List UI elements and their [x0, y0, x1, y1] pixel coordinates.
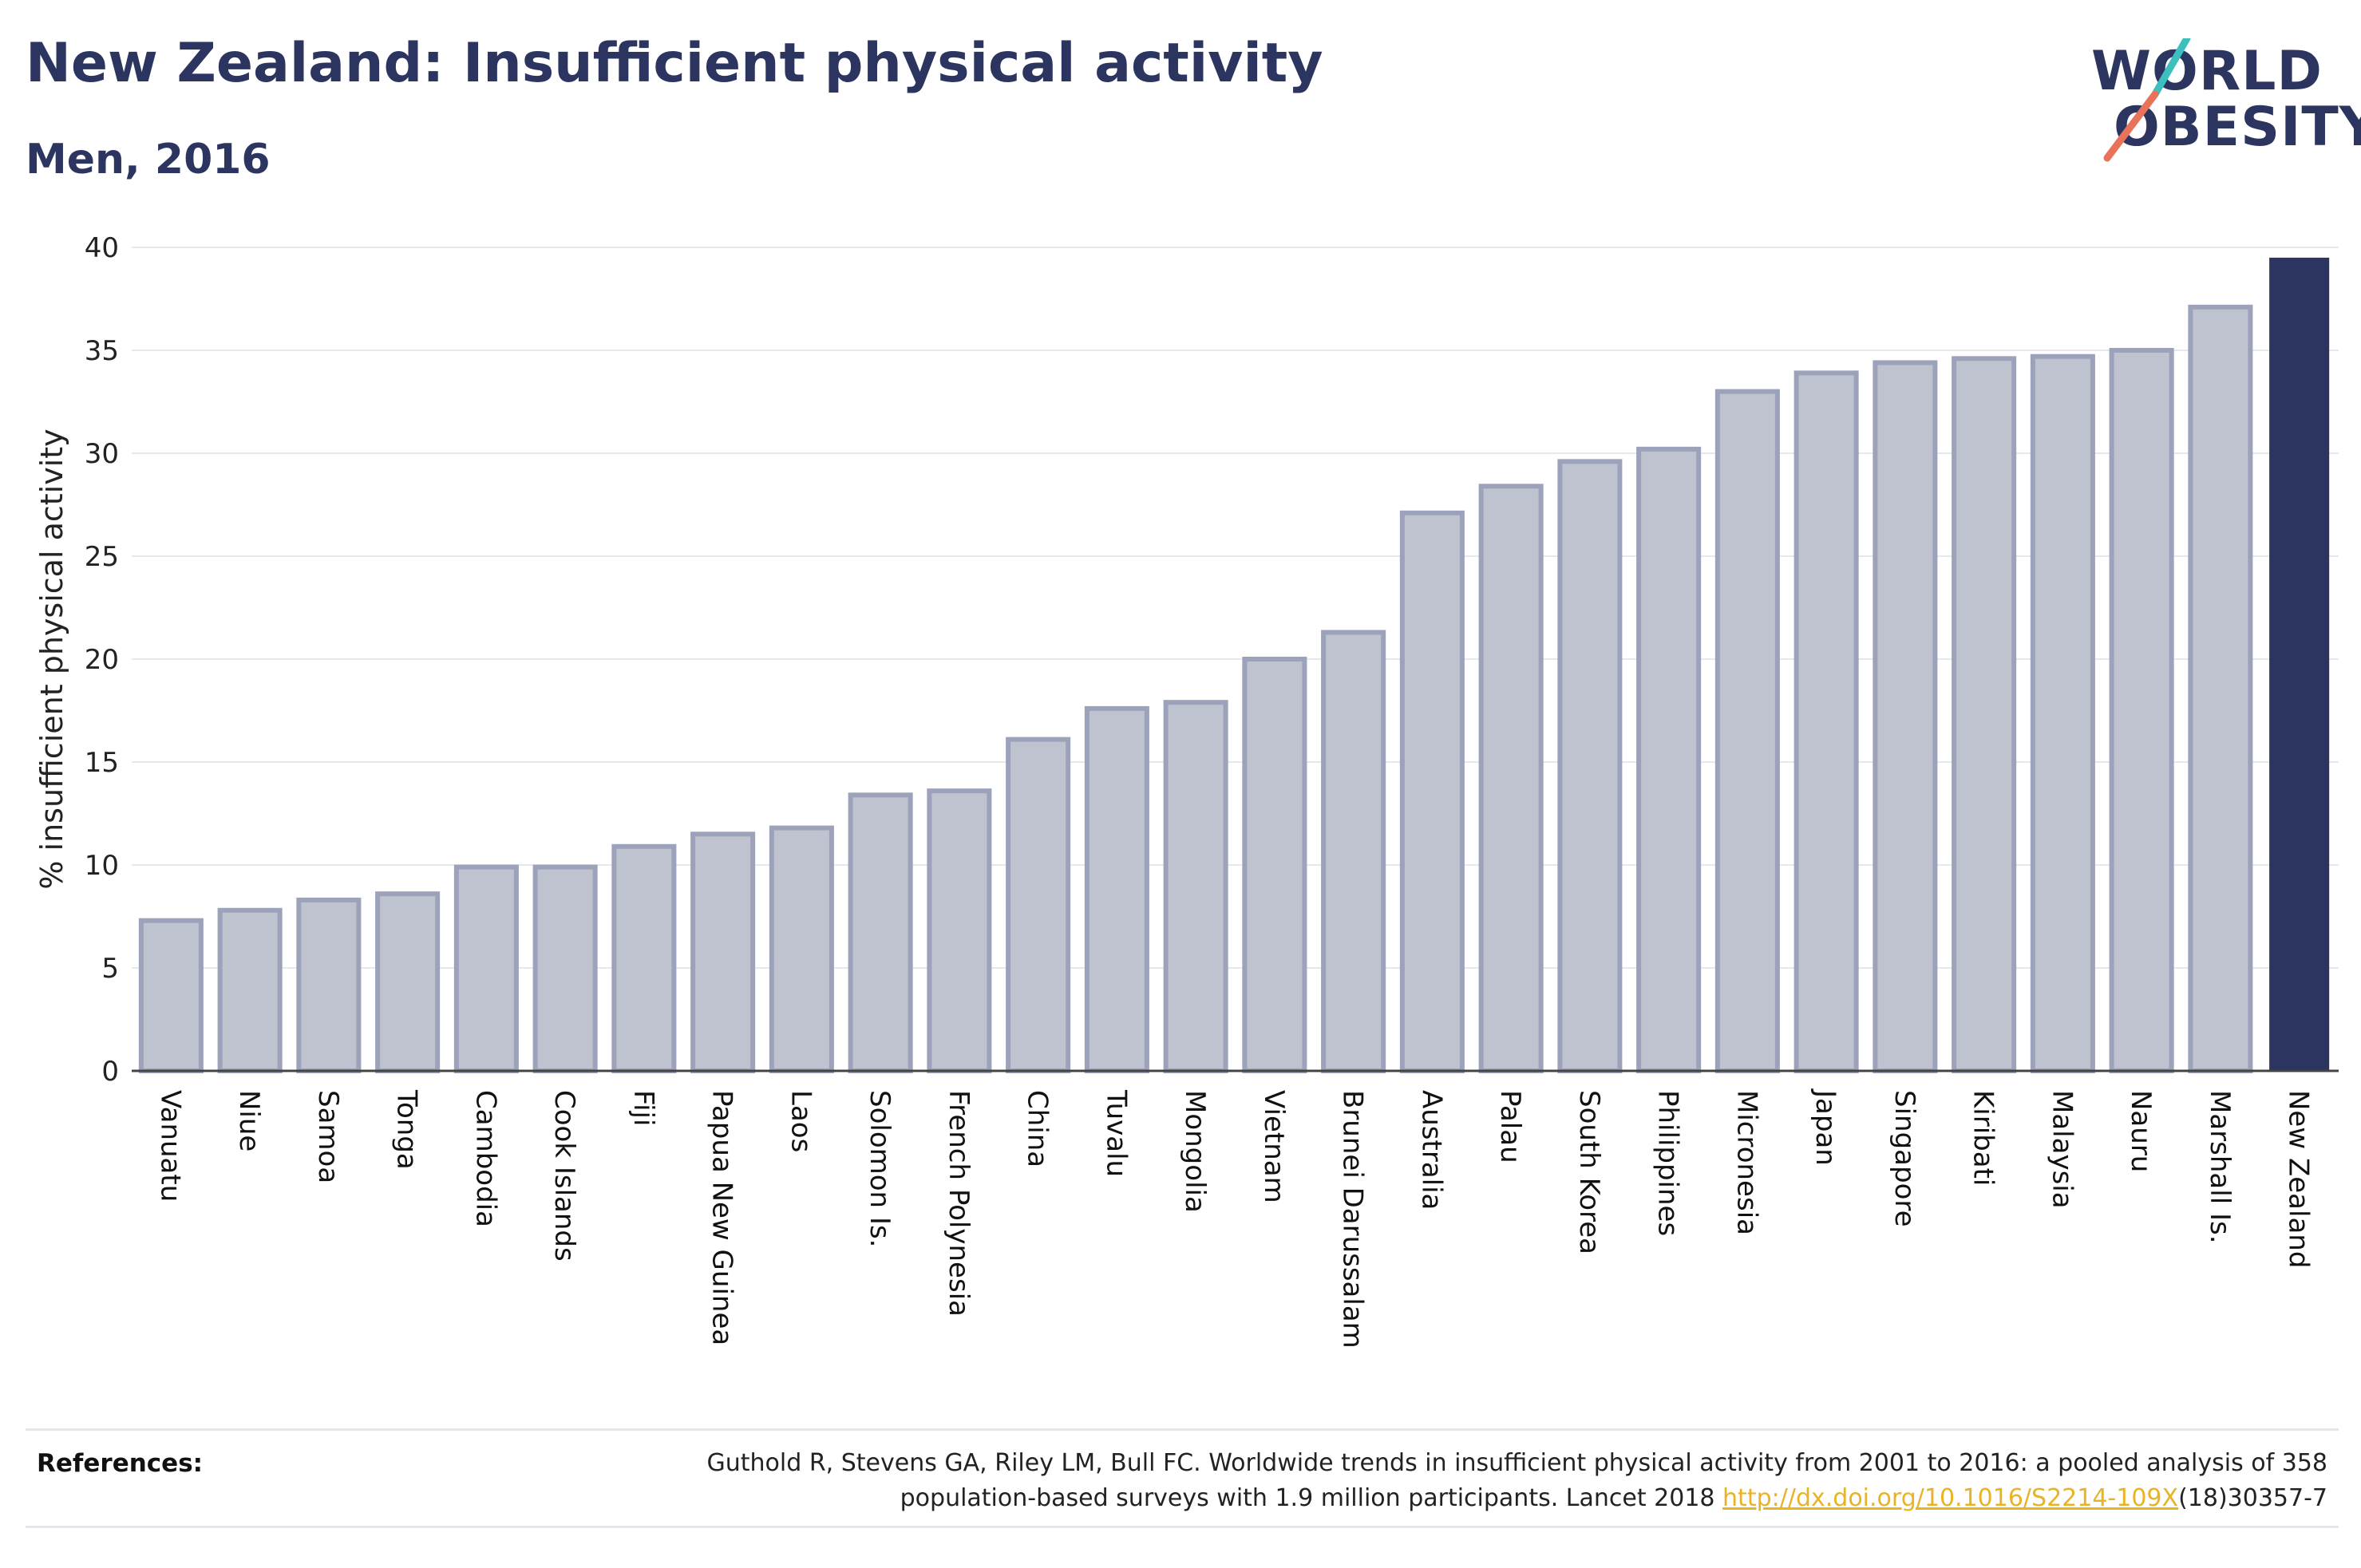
bar — [848, 792, 913, 1074]
x-tick-label: Mongolia — [1179, 1090, 1211, 1213]
bar — [1084, 705, 1149, 1073]
x-tick-label: Laos — [785, 1090, 817, 1152]
x-tick-label: Tuvalu — [1100, 1089, 1132, 1177]
bar — [2030, 353, 2095, 1073]
bar — [769, 825, 834, 1074]
bar — [2269, 257, 2330, 1071]
page-subtitle: Men, 2016 — [26, 136, 271, 184]
x-tick-label: Japan — [1809, 1088, 1841, 1166]
x-tick-label: Vietnam — [1258, 1090, 1290, 1203]
references-text: Guthold R, Stevens GA, Riley LM, Bull FC… — [492, 1446, 2327, 1516]
x-tick-label: Brunei Darussalam — [1337, 1090, 1369, 1349]
bar — [375, 891, 441, 1073]
bar — [296, 897, 362, 1073]
references-divider-top — [26, 1428, 2339, 1431]
x-tick-label: French Polynesia — [943, 1090, 975, 1317]
bar — [1478, 484, 1544, 1073]
bar — [1006, 737, 1071, 1073]
logo-word-world: WORLD — [2091, 40, 2323, 103]
x-tick-label: Micronesia — [1730, 1090, 1762, 1235]
bar — [611, 843, 677, 1074]
x-tick-label: Vanuatu — [154, 1090, 186, 1202]
x-tick-label: Samoa — [312, 1090, 344, 1183]
bar — [1636, 446, 1702, 1073]
bar — [217, 907, 283, 1074]
references-text-line2: population-based surveys with 1.9 millio… — [900, 1484, 1715, 1512]
y-tick-label: 40 — [85, 232, 119, 264]
x-tick-label: Marshall Is. — [2204, 1090, 2236, 1244]
bar — [1714, 389, 1780, 1074]
world-obesity-logo: WORLD OBESITY — [2075, 38, 2361, 174]
references-divider-bottom — [26, 1526, 2339, 1528]
y-tick-label: 15 — [85, 747, 119, 779]
bar — [927, 788, 992, 1073]
y-tick-label: 30 — [85, 438, 119, 470]
bar-chart: 0 5 10 15 20 25 30 35 40 % insufficient physical … — [34, 232, 2339, 1349]
bar — [1242, 657, 1307, 1073]
y-tick-label: 20 — [85, 644, 119, 676]
y-tick-label: 5 — [101, 953, 119, 985]
x-tick-label: Singapore — [1888, 1090, 1920, 1227]
x-tick-label: Tonga — [391, 1089, 423, 1170]
bar — [1321, 630, 1386, 1073]
bar — [690, 831, 756, 1074]
bar — [1163, 700, 1228, 1073]
x-tick-label: Fiji — [627, 1090, 659, 1126]
x-tick-label: Malaysia — [2046, 1090, 2078, 1209]
bar — [2188, 304, 2253, 1073]
x-tick-label: New Zealand — [2283, 1090, 2315, 1268]
x-tick-label: Philippines — [1652, 1090, 1684, 1236]
x-tick-label: Kiribati — [1968, 1090, 1999, 1186]
x-tick-label: Solomon Is. — [864, 1090, 896, 1247]
logo-word-obesity: OBESITY — [2114, 96, 2361, 159]
x-tick-label: Niue — [233, 1090, 265, 1151]
page-title: New Zealand: Insufficient physical activ… — [26, 32, 1323, 95]
x-tick-label: Nauru — [2125, 1090, 2157, 1172]
bar — [532, 864, 598, 1073]
x-tick-label: Australia — [1415, 1090, 1447, 1210]
references-label: References: — [37, 1449, 204, 1478]
references-doi-link[interactable]: http://dx.doi.org/10.1016/S2214-109X — [1722, 1484, 2179, 1512]
references-doi-suffix: (18)30357-7 — [2178, 1484, 2327, 1512]
bar — [1793, 370, 1859, 1073]
bar — [1557, 459, 1623, 1073]
x-tick-label: Palau — [1494, 1090, 1526, 1163]
references-text-line1: Guthold R, Stevens GA, Riley LM, Bull FC… — [706, 1449, 2327, 1477]
y-axis-title: % insufficient physical activity — [34, 429, 69, 889]
x-tick-label: China — [1022, 1090, 1054, 1167]
bar — [1952, 356, 2017, 1073]
bar — [453, 864, 519, 1073]
x-tick-label: Cook Islands — [548, 1090, 580, 1262]
bar — [2109, 348, 2174, 1073]
x-tick-label: South Korea — [1573, 1090, 1605, 1254]
logo-slash-icon — [2103, 38, 2191, 162]
y-tick-label: 25 — [85, 541, 119, 573]
bar — [1399, 510, 1465, 1073]
y-tick-label: 0 — [101, 1056, 119, 1088]
bar — [1873, 360, 1938, 1074]
bar — [138, 918, 204, 1074]
x-tick-label: Papua New Guinea — [706, 1090, 738, 1345]
y-tick-label: 35 — [85, 335, 119, 367]
x-tick-label: Cambodia — [469, 1090, 501, 1227]
y-tick-label: 10 — [85, 850, 119, 882]
